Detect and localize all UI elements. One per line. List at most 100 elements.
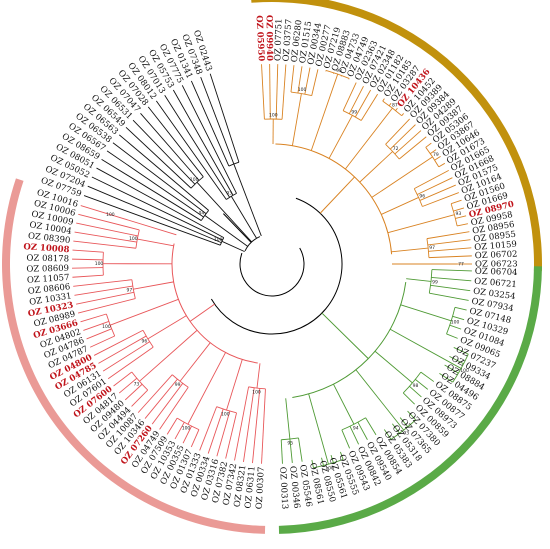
leaf-branch <box>72 258 104 261</box>
leaf-branch <box>119 134 209 211</box>
leaf-branch <box>399 417 409 428</box>
leaf-branch <box>243 387 255 463</box>
leaf-branch <box>86 328 112 340</box>
leaf-branch <box>96 167 224 239</box>
leaf-branch <box>159 386 189 430</box>
leaf-label: OZ 07751 <box>273 18 284 61</box>
leaf-branch <box>453 347 469 355</box>
leaf-branch <box>453 207 465 212</box>
leaf-branch <box>93 329 144 356</box>
leaf-branch <box>425 142 432 148</box>
internal-branch <box>374 350 413 384</box>
bootstrap-value: 95 <box>287 441 293 447</box>
bootstrap-value: 93 <box>226 190 232 196</box>
bootstrap-value: 100 <box>129 236 138 242</box>
leaf-branch <box>409 385 422 398</box>
bootstrap-value: 99 <box>432 279 438 285</box>
leaf-branch <box>383 429 392 440</box>
leaf-label: OZ 09940 <box>264 15 275 61</box>
internal-branch <box>406 278 432 282</box>
leaf-branch <box>112 142 207 215</box>
internal-branch <box>139 329 198 382</box>
internal-branch <box>110 298 179 326</box>
bootstrap-value: 93 <box>455 211 461 217</box>
leaf-branch <box>209 73 240 163</box>
clade-stem <box>319 176 355 214</box>
leaf-branch <box>431 269 472 272</box>
leaf-label: OZ 05950 <box>253 15 265 62</box>
leaf-branch <box>131 389 149 407</box>
bootstrap-value: 100 <box>182 425 191 431</box>
leaf-branch <box>289 439 293 464</box>
internal-arc <box>219 237 225 246</box>
internal-branch <box>291 93 302 146</box>
leaf-label: OZ 08606 <box>27 282 70 297</box>
leaf-branch <box>216 410 231 457</box>
leaf-branch <box>450 199 462 205</box>
clade-stem <box>223 213 252 243</box>
leaf-branch <box>431 277 472 282</box>
internal-arc <box>228 161 240 167</box>
leaf-branch <box>402 392 415 405</box>
leaf-label: OZ 06702 <box>475 250 518 262</box>
bootstrap-value: 100 <box>451 320 460 326</box>
leaf-branch <box>118 377 138 394</box>
internal-arc <box>131 279 136 299</box>
internal-branch <box>345 107 393 170</box>
bootstrap-value: 99 <box>351 109 357 115</box>
bootstrap-value: 100 <box>460 368 469 374</box>
leaf-label: OZ 08609 <box>26 264 69 275</box>
bootstrap-value: 100 <box>252 390 261 396</box>
leaf-branch <box>72 249 104 253</box>
leaf-branch <box>390 124 416 150</box>
leaf-branch <box>137 374 173 413</box>
bootstrap-value: 93 <box>403 431 409 437</box>
leaf-branch <box>449 324 462 330</box>
internal-arc <box>428 269 433 294</box>
internal-branch <box>389 328 462 369</box>
leaf-branch <box>280 439 283 464</box>
leaf-branch <box>132 119 196 185</box>
leaf-branch <box>449 355 464 365</box>
bootstrap-value: 72 <box>393 146 399 152</box>
bootstrap-value: 94 <box>199 210 205 216</box>
internal-arc <box>446 307 456 335</box>
internal-branch <box>179 342 211 382</box>
leaf-branch <box>261 388 266 464</box>
leaf-branch <box>144 378 178 419</box>
leaf-branch <box>426 231 470 240</box>
bootstrap-value: 100 <box>214 237 223 243</box>
leaf-branch <box>311 459 314 468</box>
bootstrap-value: 100 <box>190 177 199 183</box>
leaf-branch <box>83 195 221 246</box>
leaf-branch <box>275 64 279 120</box>
leaf-branch <box>290 65 295 93</box>
leaf-branch <box>420 371 435 382</box>
root-arc <box>239 247 305 297</box>
leaf-branch <box>304 67 311 95</box>
internal-branch <box>381 197 419 215</box>
leaf-branch <box>73 240 136 249</box>
leaf-branch <box>357 421 368 440</box>
bootstrap-value: 77 <box>458 262 464 268</box>
bootstrap-values: 100 100 98 99 87 72 79 96 93 97 77 99 100 100 98 93 94 10… <box>95 68 469 472</box>
internal-branch <box>308 393 329 465</box>
bootstrap-value: 73 <box>134 381 140 387</box>
internal-branch <box>400 304 452 322</box>
leaf-branch <box>78 298 136 314</box>
leaf-branch <box>452 315 465 321</box>
internal-branch <box>114 215 177 236</box>
internal-branch <box>387 214 455 234</box>
internal-branch <box>187 352 226 425</box>
leaf-branch <box>395 107 398 111</box>
bootstrap-value: 79 <box>433 152 439 158</box>
leaf-branch <box>252 388 261 464</box>
leaf-branch <box>72 274 104 278</box>
internal-branch <box>221 240 245 253</box>
leaf-branch <box>182 425 192 444</box>
internal-branch <box>310 73 339 151</box>
leaf-branch <box>140 113 200 181</box>
internal-branch <box>196 181 253 243</box>
leaf-branch <box>398 136 427 160</box>
